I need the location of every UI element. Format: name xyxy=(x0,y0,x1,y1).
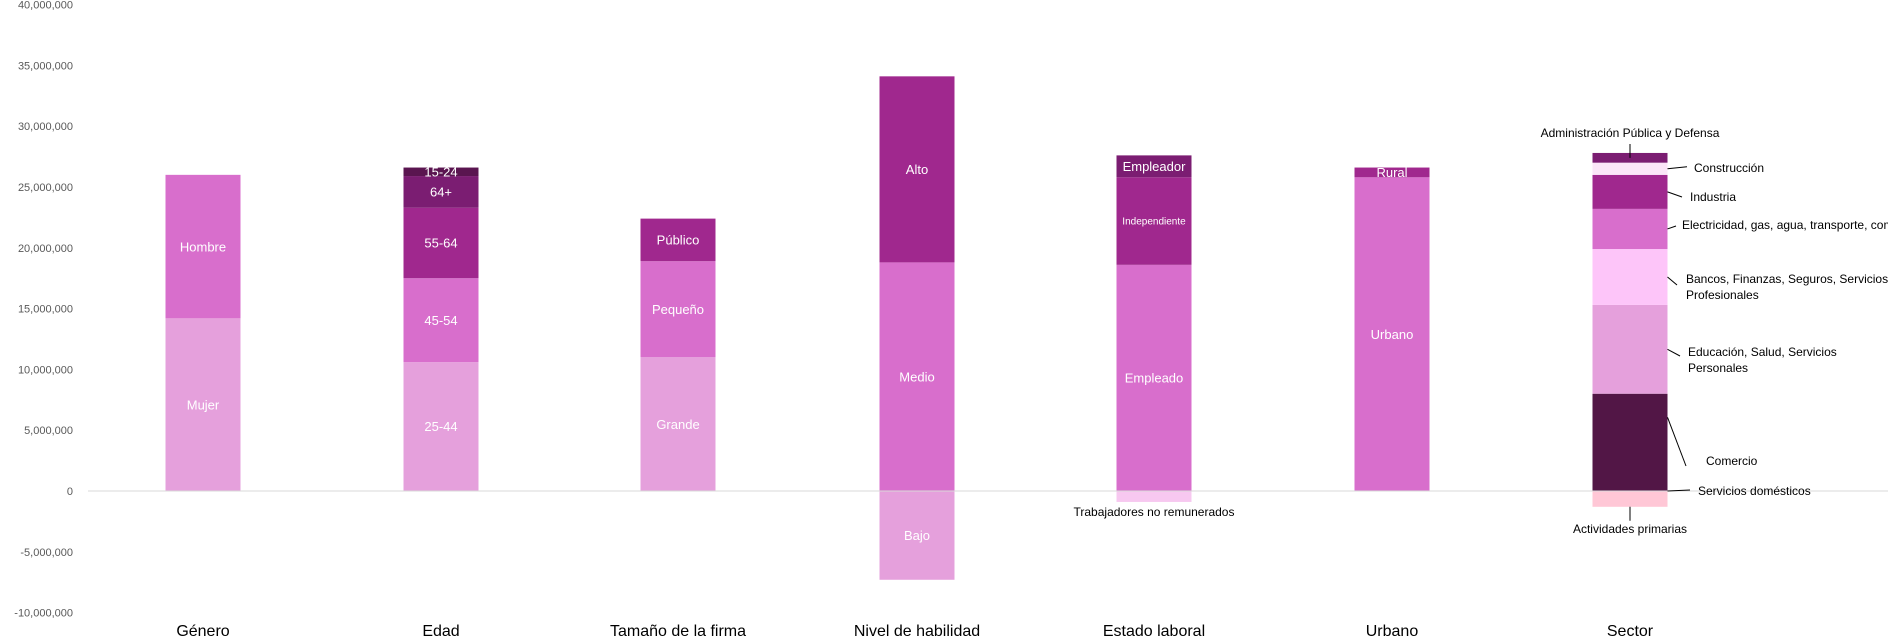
segment-label-bajo: Bajo xyxy=(904,528,930,543)
segment-label-urbano: Urbano xyxy=(1371,327,1414,342)
segment-label-55-64: 55-64 xyxy=(424,236,457,251)
y-axis: -10,000,000 -5,000,000 0 5,000,000 10,000,00… xyxy=(14,0,73,620)
bar-segment-45-54 xyxy=(403,278,479,363)
y-tick-label: -10,000,000 xyxy=(14,608,73,620)
category-label-estado-laboral: Estado laboral xyxy=(1103,623,1205,639)
annotation-comercio: Comercio xyxy=(1706,454,1758,468)
bar-segment-bajo xyxy=(879,491,955,580)
annotation-educacion: Educación, Salud, Servicios Personales xyxy=(1688,345,1837,375)
segment-label-independiente: Independiente xyxy=(1122,217,1186,228)
y-tick-label: 20,000,000 xyxy=(18,243,73,255)
bar-segment-bancos-finanzas-seguros-servicios-profesionales xyxy=(1592,249,1668,305)
leader-line xyxy=(1667,417,1687,467)
annotation-trabajadores-no-remunerados: Trabajadores no remunerados xyxy=(1074,505,1235,519)
segment-label-empleador: Empleador xyxy=(1123,159,1187,174)
y-tick-label: 40,000,000 xyxy=(18,0,73,12)
category-label-genero: Género xyxy=(176,623,229,639)
segment-label-45-54: 45-54 xyxy=(424,313,457,328)
leader-line xyxy=(1667,348,1681,357)
bar-segment-construccion xyxy=(1592,162,1668,175)
annotation-electricidad: Electricidad, gas, agua, transporte, com… xyxy=(1682,218,1888,232)
category-label-sector: Sector xyxy=(1607,623,1654,639)
bar-segment-medio xyxy=(879,262,955,491)
bar-segment-25-44 xyxy=(403,362,479,491)
bar-segment-educacion-salud-servicios-personales xyxy=(1592,304,1668,394)
y-tick-label: 10,000,000 xyxy=(18,364,73,376)
sector-annotations: Trabajadores no remunerados Administració… xyxy=(1074,126,1888,536)
segment-label-medio: Medio xyxy=(899,369,934,384)
leader-line xyxy=(1667,166,1688,170)
x-axis: Género Edad Tamaño de la firma Nivel de hab… xyxy=(176,623,1653,639)
y-tick-label: 30,000,000 xyxy=(18,121,73,133)
leader-line xyxy=(1667,191,1683,198)
bar-segment-urbano xyxy=(1354,177,1430,491)
annotation-servicios-domesticos: Servicios domésticos xyxy=(1698,484,1811,498)
bar-segment-empleado xyxy=(1116,264,1192,491)
segment-label-64: 64+ xyxy=(430,185,452,200)
category-label-urbano: Urbano xyxy=(1366,623,1419,639)
bar-segment-comercio xyxy=(1592,393,1668,491)
segment-label-25-44: 25-44 xyxy=(424,419,457,434)
segment-label-hombre: Hombre xyxy=(180,239,226,254)
bar-segment-electricidad-gas-agua-transporte-comunicaciones xyxy=(1592,208,1668,250)
segment-label-15-24: 15-24 xyxy=(424,164,457,179)
category-label-nivel-de-habilidad: Nivel de habilidad xyxy=(854,623,980,639)
annotation-actividades-primarias: Actividades primarias xyxy=(1573,522,1687,536)
segment-label-rural: Rural xyxy=(1376,165,1407,180)
bar-segment-independiente xyxy=(1116,177,1192,265)
segment-label-mujer: Mujer xyxy=(187,397,220,412)
y-tick-label: 15,000,000 xyxy=(18,304,73,316)
bar-segment-pequeno xyxy=(640,261,716,358)
bar-segment-rural xyxy=(1354,167,1430,178)
annotation-construccion: Construcción xyxy=(1694,161,1764,175)
annotation-administracion-publica: Administración Pública y Defensa xyxy=(1541,126,1720,140)
segment-label-empleado: Empleado xyxy=(1125,371,1184,386)
y-tick-label: 25,000,000 xyxy=(18,182,73,194)
segment-label-publico: Público xyxy=(657,233,700,248)
y-tick-label: -5,000,000 xyxy=(20,547,73,559)
annotation-bancos: Bancos, Finanzas, Seguros, Servicios Prof… xyxy=(1686,272,1888,302)
bar-segment-64 xyxy=(403,176,479,208)
bar-segment-grande xyxy=(640,357,716,491)
bar-segment-industria xyxy=(1592,174,1668,209)
bar-segment-empleador xyxy=(1116,155,1192,178)
bar-segment-actividades-primarias xyxy=(1592,491,1668,507)
segment-labels: Mujer Hombre 25-44 45-54 55-64 64+ 15-24 Grande… xyxy=(180,159,1413,543)
bar-segment-publico xyxy=(640,218,716,262)
segment-label-pequeno: Pequeño xyxy=(652,302,704,317)
annotation-industria: Industria xyxy=(1690,190,1736,204)
leader-line xyxy=(1667,276,1678,286)
bar-segment-hombre xyxy=(165,174,241,319)
y-tick-label: 5,000,000 xyxy=(24,425,73,437)
bars xyxy=(165,76,1668,580)
bar-segment-15-24 xyxy=(403,167,479,177)
category-label-tamano-de-la-firma: Tamaño de la firma xyxy=(610,623,746,639)
y-tick-label: 35,000,000 xyxy=(18,60,73,72)
bar-segment-alto xyxy=(879,76,955,263)
bar-segment-mujer xyxy=(165,318,241,491)
leader-line xyxy=(1667,489,1691,492)
leader-line xyxy=(1667,225,1677,230)
segment-label-grande: Grande xyxy=(656,417,699,432)
bar-segment-55-64 xyxy=(403,207,479,279)
segment-label-alto: Alto xyxy=(906,162,928,177)
category-label-edad: Edad xyxy=(422,623,459,639)
bar-segment-trabajadores-no-remunerados xyxy=(1116,491,1192,502)
y-tick-label: 0 xyxy=(67,486,73,498)
